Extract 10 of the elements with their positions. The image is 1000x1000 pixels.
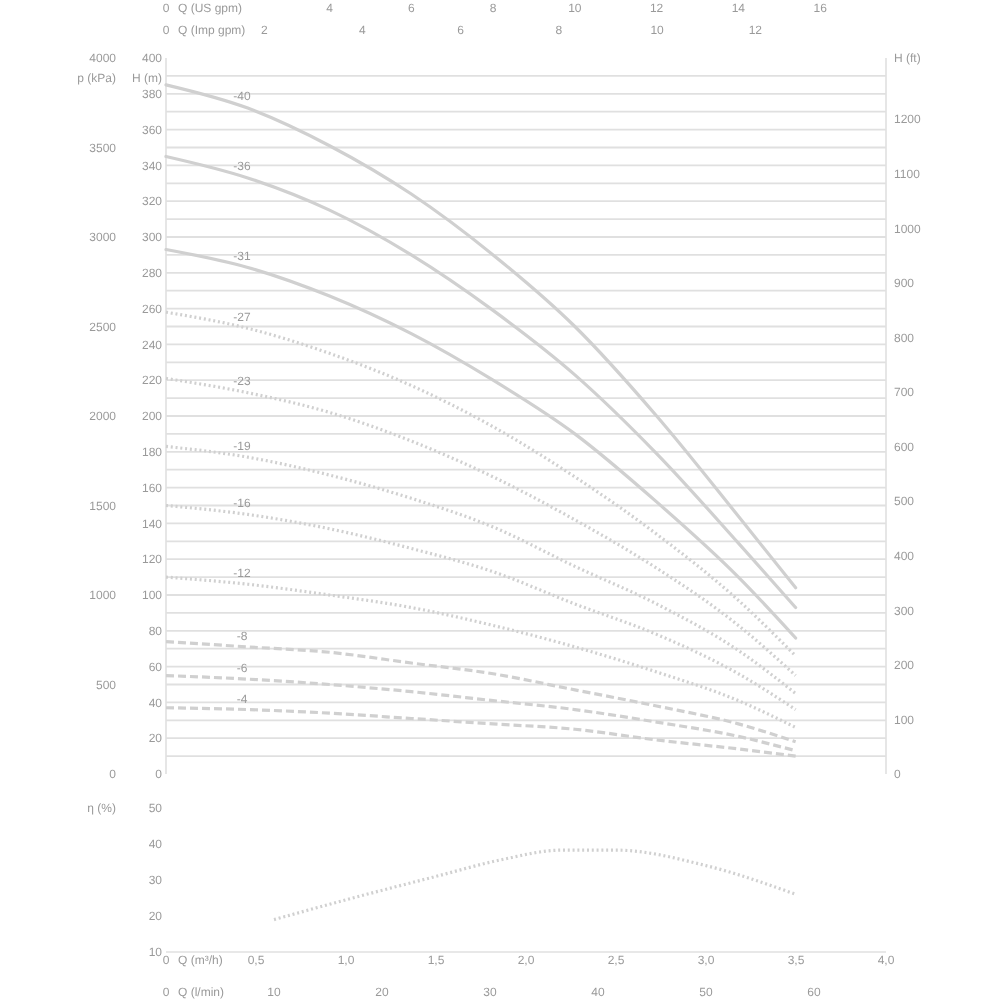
line-series: [164, 376, 798, 678]
line-series: [164, 310, 798, 658]
line-series: [164, 639, 798, 744]
line-series: [272, 848, 798, 922]
line-series: [164, 83, 798, 590]
line-series: [164, 575, 798, 730]
line-series: [164, 673, 798, 753]
line-series: [164, 154, 798, 610]
line-series: [164, 444, 798, 696]
line-series: [164, 247, 798, 640]
